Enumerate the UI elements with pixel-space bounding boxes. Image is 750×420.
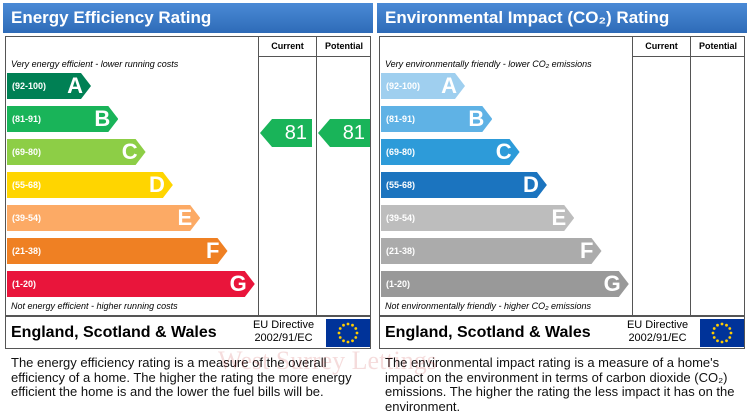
band-range: (92-100) — [386, 81, 421, 91]
header-divider — [258, 56, 371, 57]
band-letter: B — [468, 106, 485, 131]
band-letter: F — [580, 238, 594, 263]
rating-table — [379, 36, 745, 316]
band-letter: G — [229, 271, 247, 296]
column-divider — [632, 36, 633, 316]
band-letter: F — [206, 238, 220, 263]
band-letter: E — [551, 205, 567, 230]
band-range: (21-38) — [386, 246, 416, 256]
panel-title: Energy Efficiency Rating — [3, 3, 373, 33]
band-letter: C — [121, 139, 138, 164]
rating-band — [381, 172, 547, 198]
watermark: West Surrey Lettings — [218, 346, 437, 375]
rating-band — [381, 73, 465, 99]
rating-band — [7, 271, 255, 297]
rating-arrow: 81 — [260, 119, 312, 147]
column-divider — [258, 36, 259, 316]
directive: 2002/91/EC — [628, 332, 687, 344]
rating-band — [381, 139, 520, 165]
rating-arrow: 81 — [318, 119, 370, 147]
eu-flag — [700, 319, 744, 347]
band-range: (1-20) — [12, 279, 37, 289]
band-range: (92-100) — [12, 81, 47, 91]
rating-band — [7, 238, 228, 264]
band-range: (39-54) — [386, 213, 416, 223]
rating-band — [7, 106, 118, 132]
column-header: Current — [645, 41, 678, 51]
rating-band — [381, 205, 574, 231]
band-range: (81-91) — [12, 114, 42, 124]
header-divider — [632, 56, 745, 57]
rating-band — [381, 271, 629, 297]
directive: EU Directive — [252, 319, 315, 331]
column-header: Potential — [324, 41, 363, 51]
band-letter: G — [603, 271, 621, 296]
bottom-note: Not energy efficient - higher running co… — [11, 301, 178, 311]
region: England, Scotland & Wales — [11, 324, 217, 341]
panel-title: Environmental Impact (CO₂) Rating — [377, 3, 747, 33]
footer-box — [379, 316, 745, 349]
band-range: (81-91) — [386, 114, 416, 124]
rating-band — [7, 205, 200, 231]
band-range: (55-68) — [386, 180, 416, 190]
rating-table — [5, 36, 371, 316]
flag-stars — [337, 322, 359, 344]
directive: EU Directive — [626, 319, 689, 331]
band-letter: D — [523, 172, 539, 197]
column-header: Current — [271, 41, 304, 51]
top-note: Very energy efficient - lower running co… — [11, 59, 179, 69]
band-letter: C — [495, 139, 512, 164]
band-range: (1-20) — [386, 279, 411, 289]
description: The environmental impact rating is a mea… — [385, 355, 735, 414]
rating-band — [381, 238, 602, 264]
band-letter: A — [441, 73, 457, 98]
band-letter: B — [94, 106, 111, 131]
footer-box — [5, 316, 371, 349]
directive: 2002/91/EC — [254, 332, 313, 344]
band-range: (69-80) — [386, 147, 416, 157]
band-range: (39-54) — [12, 213, 42, 223]
eu-flag — [326, 319, 370, 347]
band-letter: D — [149, 172, 165, 197]
bottom-note: Not environmentally friendly - higher CO… — [385, 301, 592, 311]
band-range: (55-68) — [12, 180, 42, 190]
column-divider — [690, 36, 691, 316]
column-header: Potential — [698, 41, 737, 51]
rating-band — [381, 106, 492, 132]
rating-band — [7, 172, 173, 198]
rating-band — [7, 73, 91, 99]
band-letter: E — [177, 205, 193, 230]
band-letter: A — [67, 73, 83, 98]
rating-band — [7, 139, 146, 165]
band-range: (69-80) — [12, 147, 42, 157]
top-note: Very environmentally friendly - lower CO… — [385, 59, 592, 69]
description: The energy efficiency rating is a measur… — [11, 355, 352, 399]
band-range: (21-38) — [12, 246, 42, 256]
column-divider — [316, 36, 317, 316]
flag-stars — [711, 322, 733, 344]
region: England, Scotland & Wales — [385, 324, 591, 341]
